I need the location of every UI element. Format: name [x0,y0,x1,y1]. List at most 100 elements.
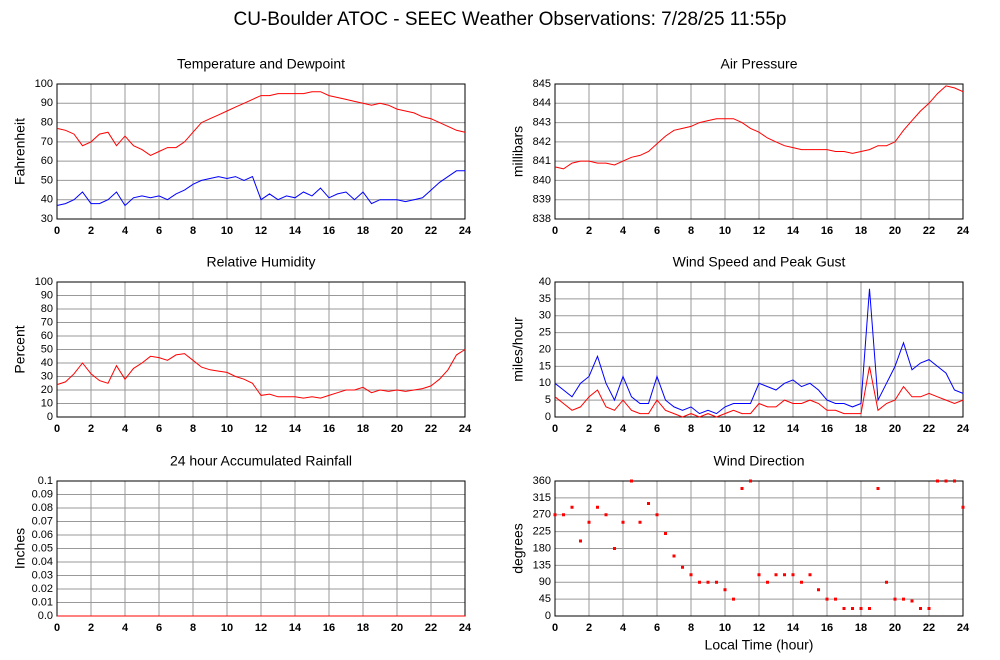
chart-title: Wind Speed and Peak Gust [673,254,846,270]
y-tick-label: 80 [41,116,53,128]
data-point [834,597,837,601]
x-tick-label: 10 [221,423,233,435]
y-tick-label: 100 [35,78,53,90]
y-tick-label: 40 [41,357,53,369]
data-point [919,607,922,610]
chart-title: Wind Direction [713,453,804,469]
x-tick-label: 16 [821,225,833,237]
y-tick-label: 0.06 [32,529,53,541]
x-tick-label: 8 [190,622,196,634]
data-point [757,573,761,577]
x-tick-label: 6 [156,423,162,435]
y-tick-label: 25 [539,327,551,339]
data-point [893,597,897,601]
x-tick-label: 24 [957,622,970,634]
y-tick-label: 225 [533,526,551,538]
x-tick-label: 8 [190,423,196,435]
y-tick-label: 843 [533,116,551,128]
plot-frame [554,480,964,617]
x-tick-label: 8 [688,622,694,634]
data-point [902,597,905,601]
x-tick-label: 6 [654,622,660,634]
x-tick-label: 2 [586,225,592,237]
page-title: CU-Boulder ATOC - SEEC Weather Observati… [233,9,786,30]
plot-frame [554,83,964,220]
y-tick-label: 0.08 [32,502,53,514]
chart-title: Temperature and Dewpoint [177,56,345,72]
y-tick-label: 180 [533,542,551,554]
x-tick-label: 2 [88,423,94,435]
y-tick-label: 45 [539,593,551,605]
x-tick-label: 2 [88,622,94,634]
data-point [859,607,863,610]
y-tick-label: 0 [545,610,551,622]
x-tick-label: 14 [787,622,800,634]
x-tick-label: 8 [688,225,694,237]
data-line [554,366,964,418]
y-tick-label: 30 [539,310,551,322]
data-point [587,520,591,524]
y-tick-label: 0.02 [32,583,53,595]
x-tick-label: 6 [654,225,660,237]
x-tick-label: 22 [425,622,437,634]
data-point [749,479,752,483]
data-point [910,599,914,603]
x-tick-label: 14 [289,423,302,435]
y-tick-label: 100 [35,276,53,288]
x-tick-label: 12 [753,622,765,634]
y-tick-label: 30 [41,370,53,382]
data-point [936,479,939,483]
chart-title: Air Pressure [720,56,797,72]
y-tick-label: 10 [41,397,53,409]
y-tick-label: 20 [539,343,551,355]
y-tick-label: 60 [41,155,53,167]
x-tick-label: 4 [620,423,627,435]
x-tick-label: 20 [889,622,901,634]
x-tick-label: 18 [357,423,369,435]
y-tick-label: 315 [533,492,551,504]
y-tick-label: 839 [533,194,551,206]
y-tick-label: 80 [41,303,53,315]
data-line [56,91,466,156]
data-point [664,532,667,535]
y-tick-label: 0.09 [32,488,53,500]
x-tick-label: 10 [719,622,731,634]
chart-title: Relative Humidity [207,254,316,270]
y-tick-label: 838 [533,213,551,225]
y-tick-label: 35 [539,293,551,305]
x-tick-label: 16 [323,622,335,634]
y-tick-label: 0.05 [32,542,53,554]
x-tick-label: 24 [459,423,472,435]
x-tick-label: 0 [552,622,558,634]
x-tick-label: 20 [889,225,901,237]
data-point [579,539,582,543]
x-tick-label: 22 [923,225,935,237]
x-tick-label: 10 [719,423,731,435]
x-tick-label: 10 [221,225,233,237]
x-tick-label: 12 [753,423,765,435]
plot-frame [56,83,466,220]
data-point [553,513,557,517]
x-tick-label: 0 [54,423,60,435]
x-tick-label: 14 [289,225,302,237]
y-axis-label: Percent [12,325,28,373]
data-point [715,580,718,584]
x-tick-label: 6 [156,225,162,237]
data-point [570,505,574,509]
data-point [961,505,965,509]
x-tick-label: 18 [357,622,369,634]
x-tick-label: 24 [459,225,472,237]
x-tick-label: 0 [54,622,60,634]
y-tick-label: 70 [41,136,53,148]
x-tick-label: 20 [391,622,403,634]
x-tick-label: 4 [620,225,627,237]
x-tick-label: 14 [787,423,800,435]
x-tick-label: 4 [122,423,129,435]
y-tick-label: 0.04 [32,556,53,568]
y-tick-label: 5 [545,394,551,406]
x-tick-label: 4 [122,622,129,634]
x-tick-label: 20 [889,423,901,435]
x-tick-label: 16 [821,423,833,435]
x-tick-label: 0 [54,225,60,237]
